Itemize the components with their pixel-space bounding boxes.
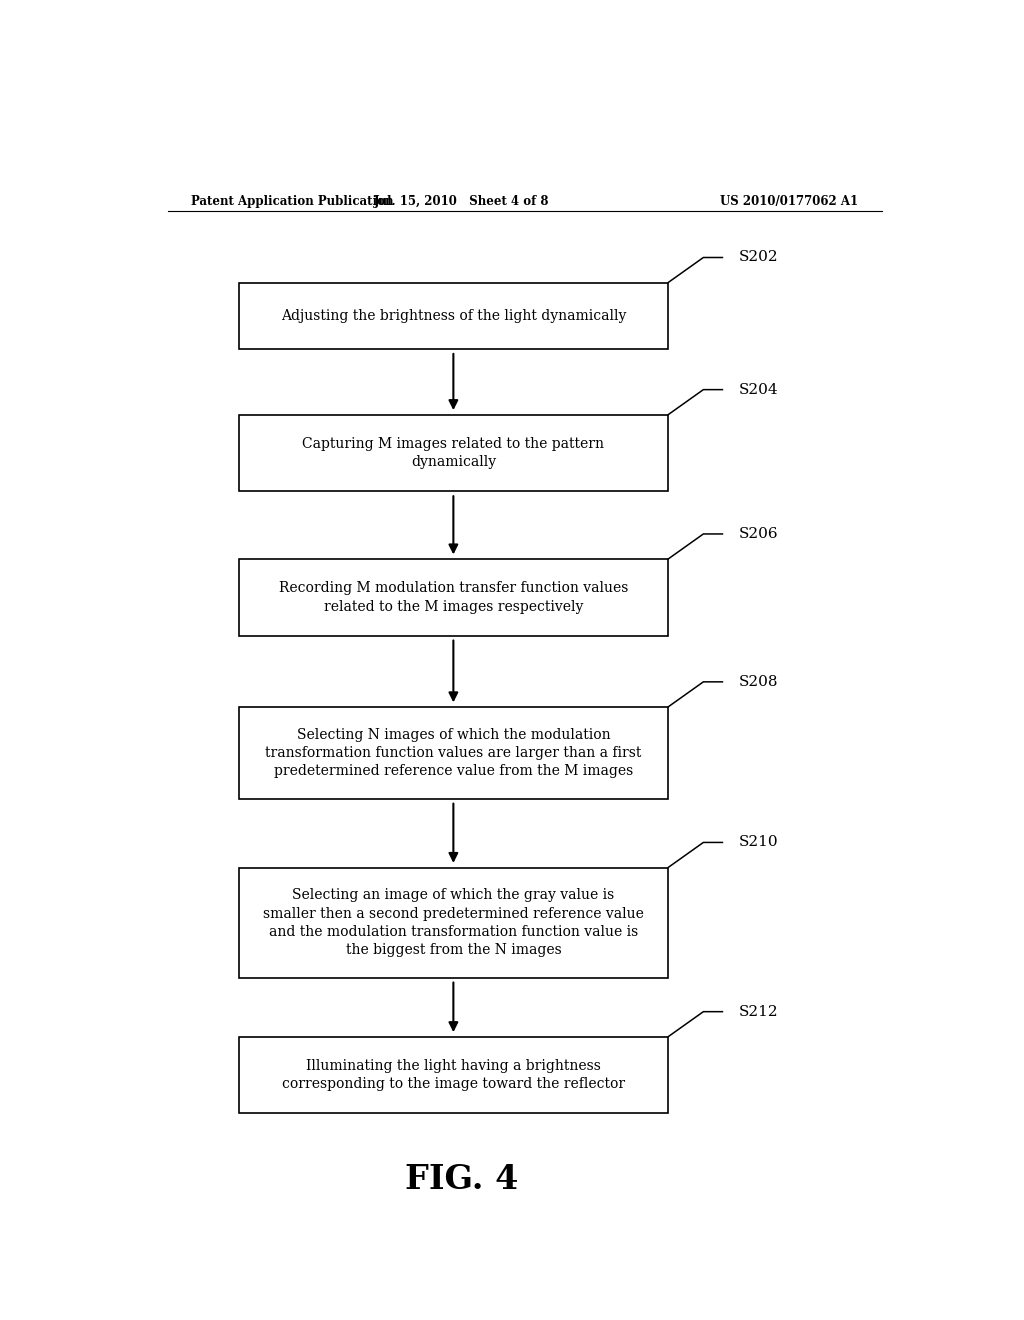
Text: S206: S206 <box>739 527 778 541</box>
Text: S204: S204 <box>739 383 778 396</box>
Text: Capturing M images related to the pattern
dynamically: Capturing M images related to the patter… <box>302 437 604 470</box>
Bar <box>239 414 668 491</box>
Bar <box>239 1038 668 1113</box>
Text: Recording M modulation transfer function values
related to the M images respecti: Recording M modulation transfer function… <box>279 581 628 614</box>
Text: S208: S208 <box>739 675 778 689</box>
Text: Jul. 15, 2010   Sheet 4 of 8: Jul. 15, 2010 Sheet 4 of 8 <box>374 194 549 207</box>
Bar <box>239 282 668 348</box>
Bar <box>239 867 668 978</box>
Text: S202: S202 <box>739 251 778 264</box>
Bar <box>239 560 668 636</box>
Text: S212: S212 <box>739 1005 778 1019</box>
Text: US 2010/0177062 A1: US 2010/0177062 A1 <box>720 194 858 207</box>
Text: Illuminating the light having a brightness
corresponding to the image toward the: Illuminating the light having a brightne… <box>282 1059 625 1092</box>
Text: Selecting an image of which the gray value is
smaller then a second predetermine: Selecting an image of which the gray val… <box>263 888 644 957</box>
Text: Selecting N images of which the modulation
transformation function values are la: Selecting N images of which the modulati… <box>265 727 642 779</box>
Bar <box>239 708 668 799</box>
Text: S210: S210 <box>739 836 778 850</box>
Text: Patent Application Publication: Patent Application Publication <box>191 194 394 207</box>
Text: Adjusting the brightness of the light dynamically: Adjusting the brightness of the light dy… <box>281 309 626 323</box>
Text: FIG. 4: FIG. 4 <box>404 1163 518 1196</box>
